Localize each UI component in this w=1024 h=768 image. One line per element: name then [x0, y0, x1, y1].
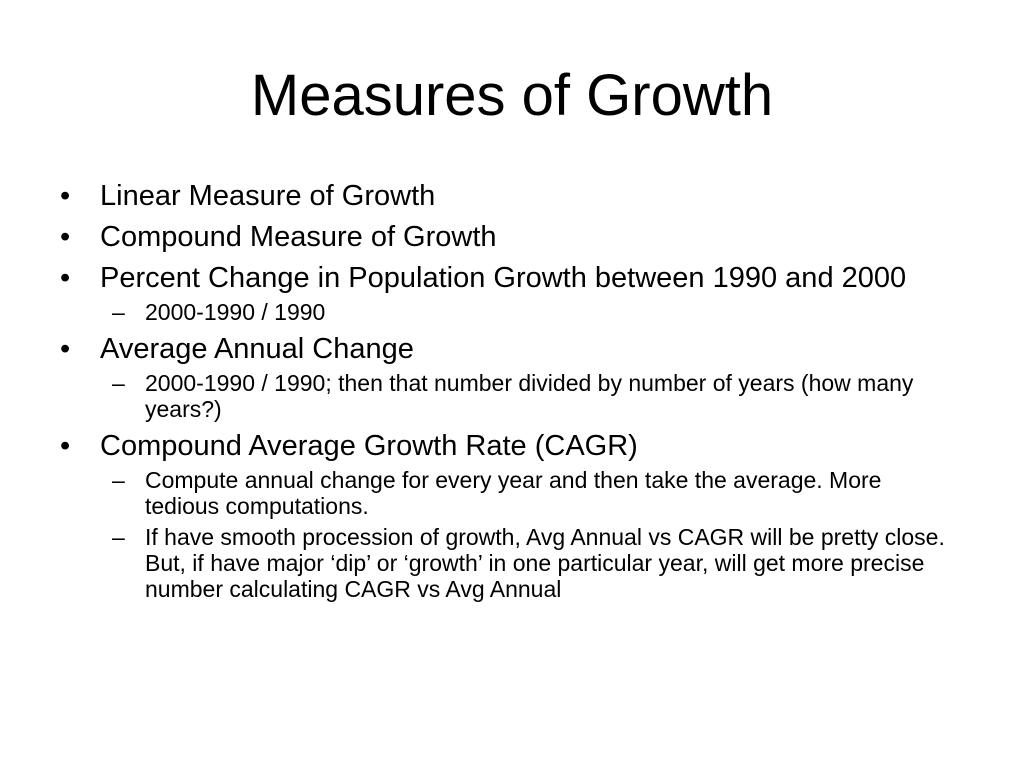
- bullet-icon: •: [60, 430, 71, 462]
- bullet-text: Percent Change in Population Growth betw…: [100, 262, 907, 294]
- bullet-icon: •: [60, 333, 71, 365]
- dash-icon: –: [112, 467, 125, 493]
- bullet-icon: •: [60, 180, 71, 212]
- bullet-text: Linear Measure of Growth: [100, 180, 436, 212]
- bullet-list: • Linear Measure of Growth • Compound Me…: [58, 180, 958, 610]
- sub-list: – 2000-1990 / 1990: [100, 299, 958, 325]
- sub-item-text: 2000-1990 / 1990; then that number divid…: [145, 370, 914, 422]
- sub-item-text: If have smooth procession of growth, Avg…: [145, 524, 945, 602]
- bullet-text: Compound Average Growth Rate (CAGR): [100, 430, 638, 462]
- bullet-item: • Compound Average Growth Rate (CAGR) – …: [58, 430, 958, 602]
- bullet-item: • Linear Measure of Growth: [58, 180, 958, 213]
- sub-list: – 2000-1990 / 1990; then that number div…: [100, 370, 958, 422]
- slide-title: Measures of Growth: [250, 63, 774, 128]
- sub-list: – Compute annual change for every year a…: [100, 467, 958, 602]
- sub-item: – Compute annual change for every year a…: [100, 467, 958, 519]
- bullet-item: • Percent Change in Population Growth be…: [58, 262, 958, 325]
- sub-item: – If have smooth procession of growth, A…: [100, 524, 958, 602]
- sub-item: – 2000-1990 / 1990; then that number div…: [100, 370, 958, 422]
- bullet-icon: •: [60, 262, 71, 294]
- dash-icon: –: [112, 370, 125, 396]
- bullet-icon: •: [60, 221, 71, 253]
- bullet-item: • Compound Measure of Growth: [58, 221, 958, 254]
- bullet-text: Compound Measure of Growth: [100, 221, 497, 253]
- dash-icon: –: [112, 299, 125, 325]
- sub-item-text: 2000-1990 / 1990: [145, 299, 326, 325]
- bullet-item: • Average Annual Change – 2000-1990 / 19…: [58, 333, 958, 422]
- dash-icon: –: [112, 524, 125, 550]
- sub-item: – 2000-1990 / 1990: [100, 299, 958, 325]
- bullet-text: Average Annual Change: [100, 333, 414, 365]
- sub-item-text: Compute annual change for every year and…: [145, 467, 882, 519]
